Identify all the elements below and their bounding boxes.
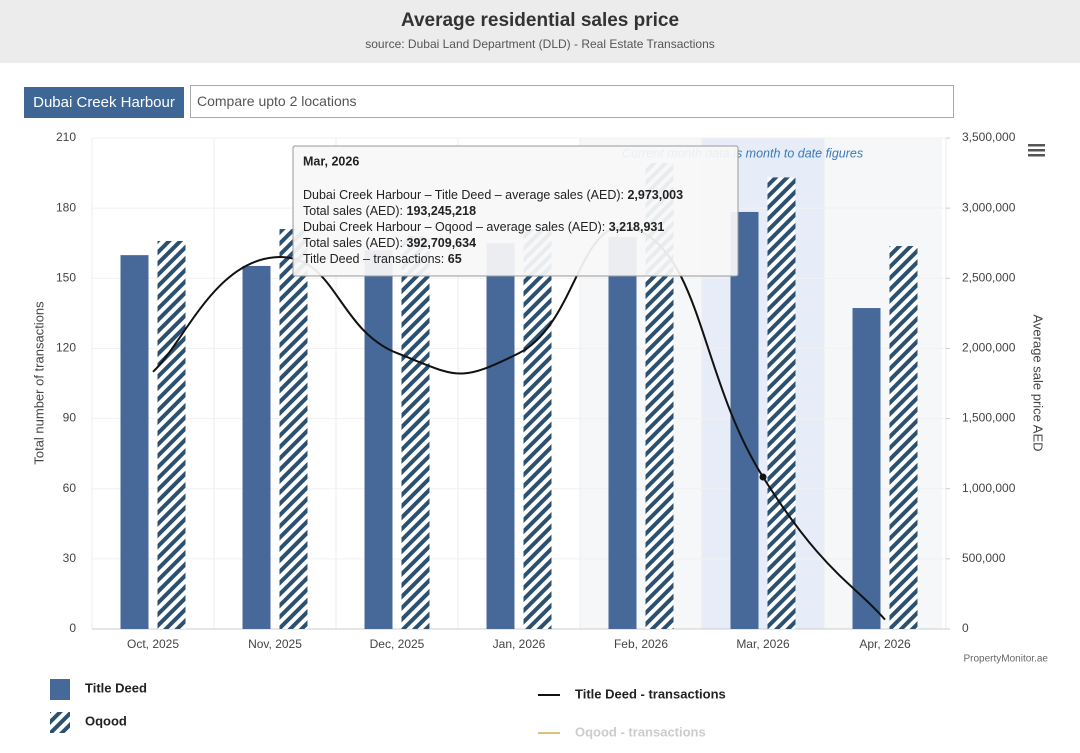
tooltip-label: Dubai Creek Harbour – Oqood – average sa… xyxy=(303,220,609,234)
x-tick-label: Dec, 2025 xyxy=(370,637,425,651)
y2-tick-label: 1,000,000 xyxy=(962,481,1016,495)
tooltip-label: Title Deed – transactions: xyxy=(303,252,448,266)
menu-icon[interactable] xyxy=(1028,144,1045,157)
tooltip-title: Mar, 2026 xyxy=(303,154,359,168)
y-tick-label: 210 xyxy=(56,130,76,144)
tooltip: Mar, 2026 Dubai Creek Harbour – Title Dee… xyxy=(292,145,739,277)
x-tick-label: Feb, 2026 xyxy=(614,637,668,651)
y2-tick-label: 1,500,000 xyxy=(962,411,1016,425)
location-button[interactable]: Dubai Creek Harbour xyxy=(24,87,184,118)
y-tick-label: 150 xyxy=(56,270,76,284)
bar xyxy=(401,236,430,629)
x-tick-label: Jan, 2026 xyxy=(493,637,546,651)
y-tick-label: 90 xyxy=(63,411,77,425)
y-tick-label: 60 xyxy=(63,481,77,495)
legend-label: Oqood - transactions xyxy=(575,724,706,739)
tooltip-label: Dubai Creek Harbour – Title Deed – avera… xyxy=(303,188,627,202)
legend-swatch xyxy=(50,679,70,700)
bar xyxy=(523,229,552,629)
y-tick-label: 180 xyxy=(56,200,76,214)
legend-label: Oqood xyxy=(85,713,127,728)
bar xyxy=(852,308,881,629)
legend-item[interactable]: Oqood - transactions xyxy=(538,724,706,739)
y-tick-label: 120 xyxy=(56,341,76,355)
tooltip-value: 2,973,003 xyxy=(627,188,683,202)
x-tick-label: Nov, 2025 xyxy=(248,637,302,651)
y-axis-title: Total number of transactions xyxy=(31,301,46,465)
tooltip-line: Total sales (AED): 193,245,218 xyxy=(303,204,476,218)
hover-point xyxy=(759,473,767,481)
y-tick-label: 30 xyxy=(63,551,77,565)
y2-tick-label: 3,000,000 xyxy=(962,200,1016,214)
y2-tick-label: 2,000,000 xyxy=(962,341,1016,355)
bar xyxy=(889,246,918,629)
bar xyxy=(364,250,393,629)
bar xyxy=(767,177,796,629)
header-bar xyxy=(0,0,1080,63)
legend-item[interactable]: Title Deed - transactions xyxy=(538,686,726,701)
y2-tick-label: 500,000 xyxy=(962,551,1006,565)
legend-swatch xyxy=(50,712,70,733)
y2-tick-label: 3,500,000 xyxy=(962,130,1016,144)
tooltip-label: Total sales (AED): xyxy=(303,204,407,218)
legend-label: Title Deed - transactions xyxy=(575,686,726,701)
legend-item[interactable]: Oqood xyxy=(50,712,127,733)
tooltip-value: 193,245,218 xyxy=(407,204,477,218)
bar xyxy=(120,255,149,630)
tooltip-line: Total sales (AED): 392,709,634 xyxy=(303,236,476,250)
y2-axis-title: Average sale price AED xyxy=(1031,314,1046,451)
tooltip-label: Total sales (AED): xyxy=(303,236,407,250)
tooltip-line: Dubai Creek Harbour – Oqood – average sa… xyxy=(303,220,664,234)
y2-tick-label: 0 xyxy=(962,621,969,635)
x-tick-label: Oct, 2025 xyxy=(127,637,179,651)
legend-item[interactable]: Title Deed xyxy=(50,679,147,700)
x-tick-label: Mar, 2026 xyxy=(736,637,790,651)
x-tick-label: Apr, 2026 xyxy=(859,637,911,651)
chart-subtitle: source: Dubai Land Department (DLD) - Re… xyxy=(365,37,715,51)
bar xyxy=(279,229,308,630)
y2-tick-label: 2,500,000 xyxy=(962,270,1016,284)
tooltip-line: Title Deed – transactions: 65 xyxy=(303,252,462,266)
bar xyxy=(157,240,186,629)
bar xyxy=(242,265,271,629)
bar xyxy=(486,243,515,629)
tooltip-value: 3,218,931 xyxy=(609,220,665,234)
credit: PropertyMonitor.ae xyxy=(964,654,1049,665)
tooltip-box xyxy=(292,145,739,277)
y-tick-label: 0 xyxy=(69,621,76,635)
chart-title: Average residential sales price xyxy=(401,10,679,31)
tooltip-line: Dubai Creek Harbour – Title Deed – avera… xyxy=(303,188,683,202)
legend-label: Title Deed xyxy=(85,680,147,695)
compare-input[interactable]: Compare upto 2 locations xyxy=(190,85,954,118)
tooltip-value: 392,709,634 xyxy=(407,236,477,250)
tooltip-value: 65 xyxy=(448,252,462,266)
bar xyxy=(608,237,637,629)
